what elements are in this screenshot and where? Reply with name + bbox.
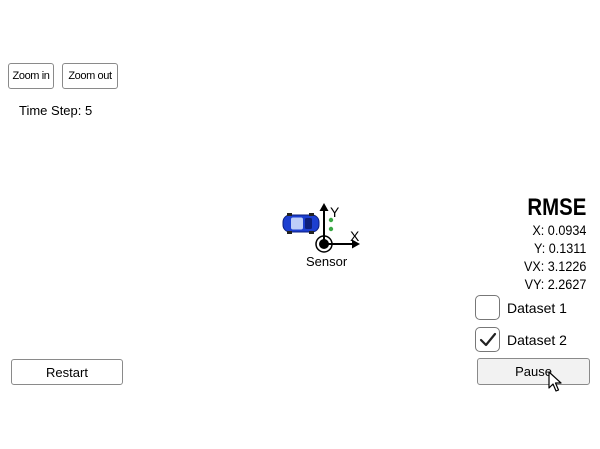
mouse-pointer-icon (548, 371, 562, 392)
rmse-panel: RMSE X: 0.0934 Y: 0.1311 VX: 3.1226 VY: … (517, 195, 586, 293)
sensor-label: Sensor (306, 254, 348, 269)
measurement-marker (328, 226, 334, 232)
rmse-y-value: Y: 0.1311 (533, 240, 586, 256)
dataset1-label: Dataset 1 (507, 299, 567, 316)
car-icon (282, 213, 320, 234)
zoom-in-button[interactable]: Zoom in (8, 63, 54, 89)
rmse-x-value: X: 0.0934 (532, 222, 586, 238)
y-axis-arrow-icon (319, 203, 329, 211)
sensor-icon (315, 235, 333, 253)
dataset2-option[interactable]: Dataset 2 (475, 327, 567, 352)
restart-button[interactable]: Restart (11, 359, 123, 385)
pause-button[interactable]: Pause (477, 358, 590, 385)
dataset2-label: Dataset 2 (507, 331, 567, 348)
time-step-label: Time Step: 5 (19, 103, 93, 118)
rmse-title: RMSE (527, 194, 586, 221)
dataset2-checkbox[interactable] (475, 327, 500, 352)
checkmark-icon (479, 332, 496, 346)
x-axis-arrow-icon (352, 239, 360, 249)
simulation-view: Y X Sensor (282, 203, 360, 269)
zoom-out-button[interactable]: Zoom out (62, 63, 118, 89)
dataset1-option[interactable]: Dataset 1 (475, 295, 567, 320)
rmse-vx-value: VX: 3.1226 (523, 258, 586, 274)
x-axis-label: X (350, 228, 360, 244)
y-axis-label: Y (330, 204, 340, 220)
dataset1-checkbox[interactable] (475, 295, 500, 320)
rmse-vy-value: VY: 2.2627 (524, 276, 586, 292)
estimate-marker (328, 217, 334, 223)
